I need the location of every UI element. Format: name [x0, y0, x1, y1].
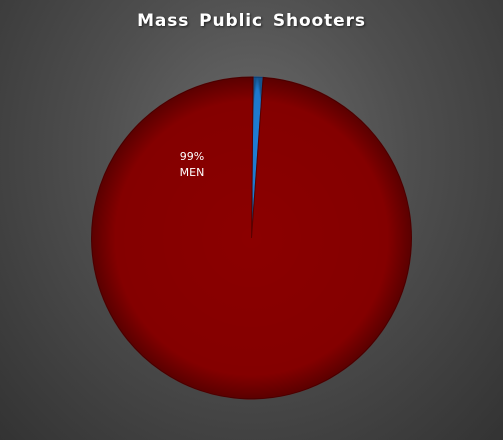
slice-label-value: 99% — [180, 150, 204, 163]
pie-labels: 99% MEN — [180, 150, 205, 179]
slice-label-category: MEN — [180, 166, 205, 179]
pie-slices — [91, 76, 412, 400]
chart-title: Mass Public Shooters — [137, 11, 366, 31]
pie-slice-shade — [91, 77, 412, 400]
